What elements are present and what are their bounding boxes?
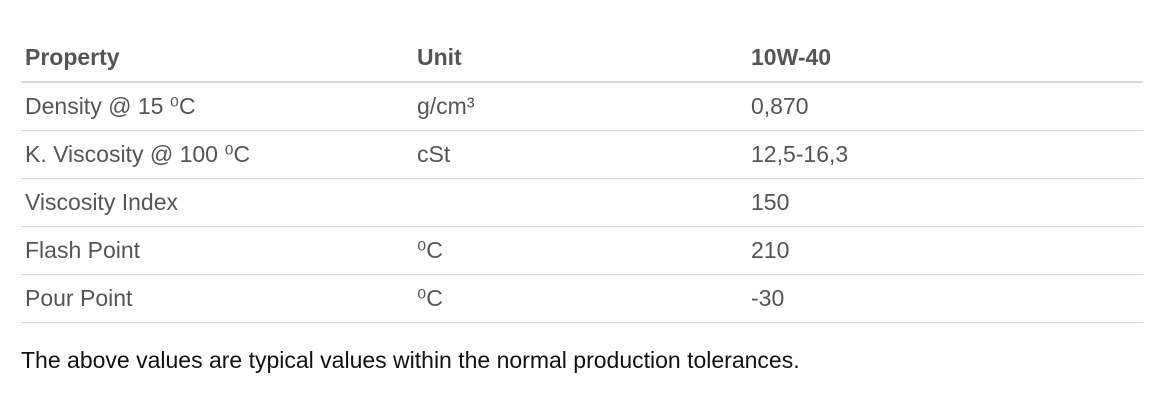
cell-property: K. Viscosity @ 100 ⁰C [21, 130, 413, 179]
table-row: Pour Point ⁰C -30 [21, 274, 1143, 323]
header-unit: Unit [413, 34, 747, 83]
specs-table-container: Property Unit 10W-40 Density @ 15 ⁰C g/c… [21, 34, 1143, 323]
cell-unit: cSt [413, 130, 747, 179]
cell-unit [413, 178, 747, 227]
cell-value: 12,5-16,3 [747, 130, 1143, 179]
cell-unit: ⁰C [413, 226, 747, 275]
specs-table: Property Unit 10W-40 Density @ 15 ⁰C g/c… [21, 34, 1143, 323]
cell-value: 150 [747, 178, 1143, 227]
cell-property: Density @ 15 ⁰C [21, 82, 413, 131]
table-row: Density @ 15 ⁰C g/cm³ 0,870 [21, 82, 1143, 131]
table-row: Flash Point ⁰C 210 [21, 226, 1143, 275]
table-row: K. Viscosity @ 100 ⁰C cSt 12,5-16,3 [21, 130, 1143, 179]
cell-unit: ⁰C [413, 274, 747, 323]
tolerance-note: The above values are typical values with… [21, 347, 800, 373]
header-property: Property [21, 34, 413, 83]
cell-property: Viscosity Index [21, 178, 413, 227]
cell-property: Flash Point [21, 226, 413, 275]
cell-value: -30 [747, 274, 1143, 323]
cell-value: 210 [747, 226, 1143, 275]
cell-property: Pour Point [21, 274, 413, 323]
cell-unit: g/cm³ [413, 82, 747, 131]
table-header-row: Property Unit 10W-40 [21, 34, 1143, 83]
cell-value: 0,870 [747, 82, 1143, 131]
header-grade: 10W-40 [747, 34, 1143, 83]
table-row: Viscosity Index 150 [21, 178, 1143, 227]
